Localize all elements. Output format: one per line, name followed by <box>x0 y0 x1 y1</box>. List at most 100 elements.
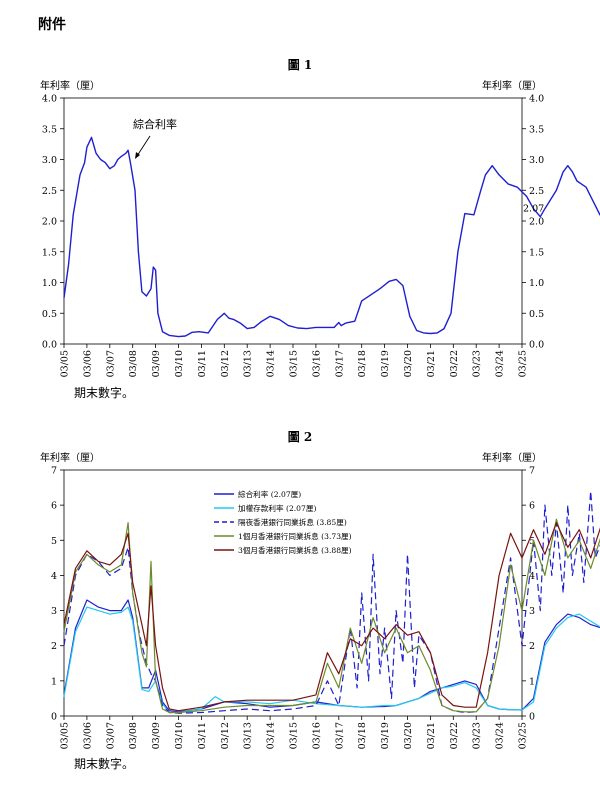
chart1-end-label: 2.07 <box>523 204 544 215</box>
chart1-xtick-label: 03/19 <box>380 350 391 377</box>
chart2-xtick-label: 03/16 <box>311 722 322 749</box>
chart1-ytick-label-right: 2.0 <box>529 217 544 228</box>
chart1-xtick-label: 03/07 <box>105 350 116 377</box>
chart1-ytick-label-left: 3.0 <box>42 155 57 166</box>
chart1-ytick-label-right: 3.5 <box>529 124 544 135</box>
chart1-xtick-label: 03/24 <box>495 350 506 377</box>
chart2-ytick-label-left: 7 <box>51 466 57 477</box>
chart1-ytick-label-left: 0.5 <box>42 309 57 320</box>
chart2-ytick-label-left: 5 <box>51 536 57 547</box>
chart2-xtick-label: 03/15 <box>289 722 300 749</box>
chart2-ylabel-right: 年利率（厘） <box>482 451 542 464</box>
chart1-annotation-arrowhead <box>135 152 140 159</box>
chart1-xtick-label: 03/10 <box>174 350 185 377</box>
chart1-xtick-label: 03/14 <box>266 350 277 377</box>
chart2-legend-label: 綜合利率 (2.07厘) <box>238 489 301 499</box>
chart1-ytick-label-right: 4.0 <box>529 94 544 105</box>
chart2-xtick-label: 03/21 <box>426 722 437 749</box>
chart1-footnote: 期末數字。 <box>74 386 135 400</box>
chart2-xtick-label: 03/17 <box>334 722 345 749</box>
chart1-ytick-label-left: 1.0 <box>42 278 57 289</box>
chart2-ytick-label-left: 0 <box>51 712 57 723</box>
chart2-ytick-label-left: 1 <box>51 676 57 687</box>
chart1-xtick-label: 03/15 <box>289 350 300 377</box>
chart2: 年利率（厘） 年利率（厘） 0 0 1 1 2 2 3 3 4 4 5 5 6 6 7 7 03/05 03/06 03… <box>40 451 600 749</box>
chart2-xtick-label: 03/09 <box>151 722 162 749</box>
chart2-xtick-label: 03/18 <box>357 722 368 749</box>
chart1-ytick-label-left: 0.0 <box>42 340 57 351</box>
chart1-xtick-label: 03/18 <box>357 350 368 377</box>
chart2-ytick-label-right: 1 <box>529 676 535 687</box>
chart2-legend-label: 3個月香港銀行同業拆息 (3.88厘) <box>238 545 352 555</box>
chart2-ylabel-left: 年利率（厘） <box>40 451 100 464</box>
chart2-xtick-label: 03/23 <box>472 722 483 749</box>
chart2-ytick-label-left: 2 <box>51 641 57 652</box>
chart1-ytick-label-right: 0.0 <box>529 340 544 351</box>
chart1-xtick-label: 03/16 <box>311 350 322 377</box>
chart1-title: 圖 1 <box>287 58 313 72</box>
chart1-ytick-label-right: 1.5 <box>529 247 544 258</box>
chart1-ytick-label-left: 3.5 <box>42 124 57 135</box>
chart2-xtick-label: 03/20 <box>403 722 414 749</box>
chart2-xtick-label: 03/25 <box>518 722 529 749</box>
chart2-xtick-label: 03/10 <box>174 722 185 749</box>
chart1-xtick-label: 03/09 <box>151 350 162 377</box>
chart2-legend-label: 加權存款利率 (2.07厘) <box>238 503 316 513</box>
chart2-xtick-label: 03/06 <box>82 722 93 749</box>
chart1-annotation: 綜合利率 <box>133 117 177 131</box>
chart1-ylabel-left: 年利率（厘） <box>40 79 100 92</box>
chart1-xtick-label: 03/20 <box>403 350 414 377</box>
chart2-legend-label: 隔夜香港銀行同業拆息 (3.85厘) <box>238 517 347 527</box>
chart2-footnote: 期末數字。 <box>74 757 135 771</box>
attachment-header: 附件 <box>38 17 66 33</box>
chart1-xtick-label: 03/11 <box>197 350 208 377</box>
chart2-xtick-label: 03/11 <box>197 722 208 749</box>
chart2-xtick-label: 03/07 <box>105 722 116 749</box>
chart1-xtick-label: 03/17 <box>334 350 345 377</box>
chart1-ytick-label-left: 2.5 <box>42 186 57 197</box>
chart2-ytick-label-right: 2 <box>529 641 535 652</box>
chart2-series-line-0 <box>63 599 600 713</box>
chart2-xtick-label: 03/05 <box>60 722 71 749</box>
chart1-ytick-label-right: 1.0 <box>529 278 544 289</box>
chart1-ytick-label-left: 1.5 <box>42 247 57 258</box>
chart1-ytick-label-left: 2.0 <box>42 217 57 228</box>
chart2-series-line-4 <box>63 522 600 712</box>
chart1-xtick-label: 03/08 <box>128 350 139 377</box>
chart1-xtick-label: 03/25 <box>518 350 529 377</box>
chart1-xtick-label: 03/13 <box>243 350 254 377</box>
chart2-xtick-label: 03/19 <box>380 722 391 749</box>
chart1-xtick-label: 03/05 <box>60 350 71 377</box>
chart1-ytick-label-left: 4.0 <box>42 94 57 105</box>
chart2-ytick-label-right: 6 <box>529 501 535 512</box>
chart2-ytick-label-right: 7 <box>529 466 535 477</box>
chart1-ytick-label-right: 2.5 <box>529 186 544 197</box>
chart2-ytick-label-right: 3 <box>529 606 535 617</box>
chart1-ytick-label-right: 0.5 <box>529 309 544 320</box>
chart1-annotation-arrow-line <box>136 135 151 157</box>
chart2-xtick-label: 03/24 <box>495 722 506 749</box>
chart2-ytick-label-right: 5 <box>529 536 535 547</box>
chart2-series-line-1 <box>63 606 600 714</box>
chart2-series-line-2 <box>63 490 600 714</box>
chart2-xtick-label: 03/08 <box>128 722 139 749</box>
chart2-ytick-label-right: 4 <box>529 571 535 582</box>
chart1-xtick-label: 03/06 <box>82 350 93 377</box>
chart1-xtick-label: 03/12 <box>220 350 231 377</box>
chart1-ylabel-right: 年利率（厘） <box>482 79 542 92</box>
chart1-xtick-label: 03/22 <box>449 350 460 377</box>
chart2-ytick-label-left: 6 <box>51 501 57 512</box>
chart1: 年利率（厘） 年利率（厘） 0.0 0.0 0.5 0.5 1.0 1.0 1.5 1.5 2.0 2… <box>40 79 600 377</box>
chart1-series-line-0 <box>63 136 600 338</box>
chart1-xtick-label: 03/23 <box>472 350 483 377</box>
chart2-ytick-label-left: 3 <box>51 606 57 617</box>
chart2-xtick-label: 03/22 <box>449 722 460 749</box>
chart2-series-line-3 <box>63 518 600 714</box>
chart2-title: 圖 2 <box>287 430 313 444</box>
chart2-ytick-label-left: 4 <box>51 571 57 582</box>
chart2-ytick-label-right: 0 <box>529 712 535 723</box>
chart2-xtick-label: 03/13 <box>243 722 254 749</box>
chart1-ytick-label-right: 3.0 <box>529 155 544 166</box>
chart2-xtick-label: 03/14 <box>266 722 277 749</box>
chart2-legend-label: 1個月香港銀行同業拆息 (3.73厘) <box>238 531 352 541</box>
